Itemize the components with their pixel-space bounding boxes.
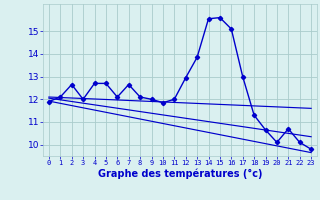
X-axis label: Graphe des températures (°c): Graphe des températures (°c): [98, 169, 262, 179]
